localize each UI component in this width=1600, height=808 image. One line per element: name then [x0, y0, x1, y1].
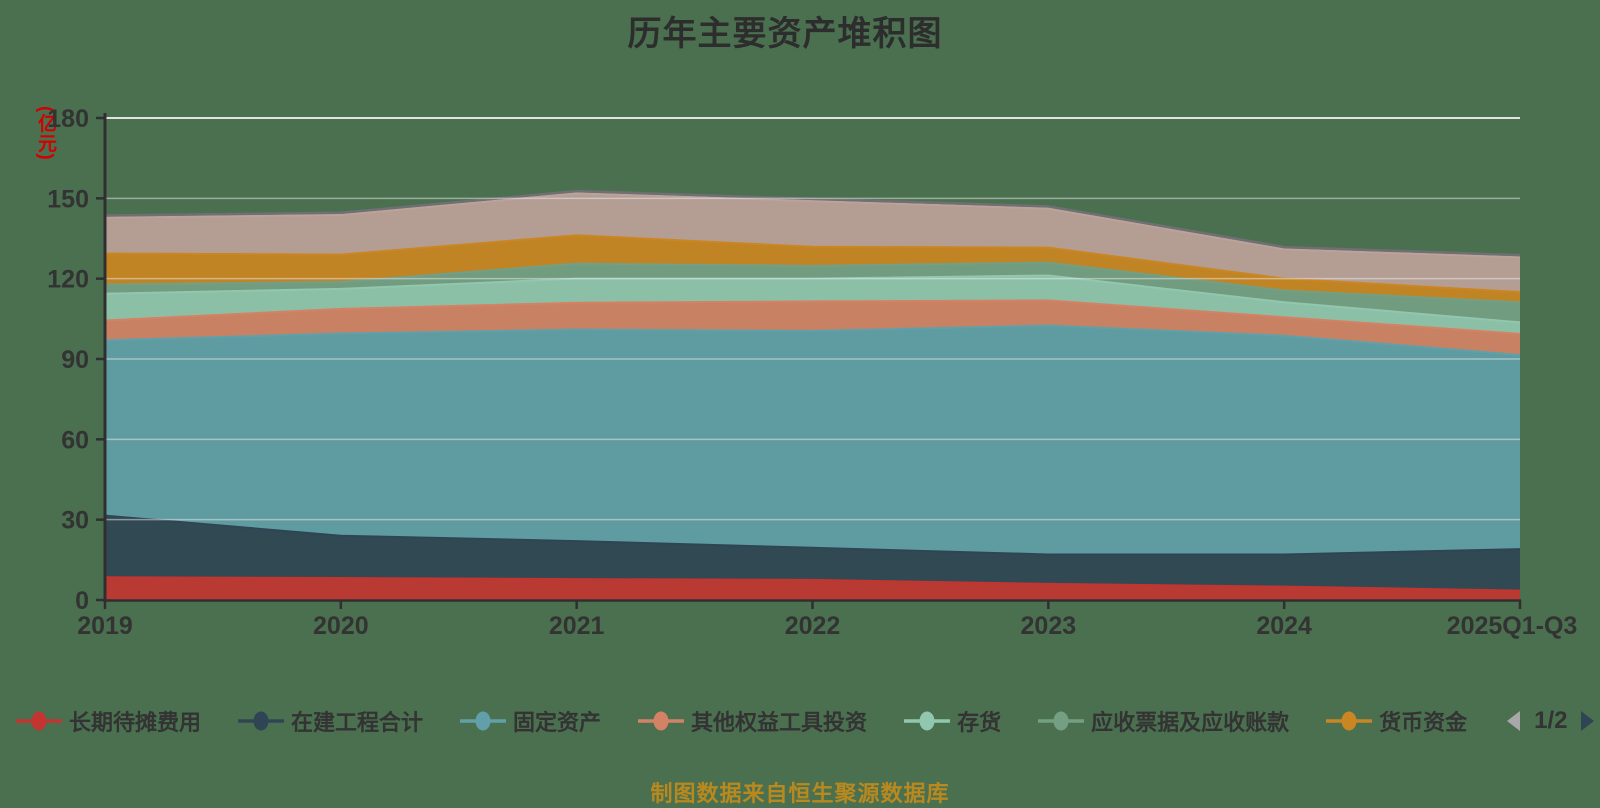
- area-series-line-1: [104, 514, 1521, 556]
- legend-marker-icon: [16, 711, 62, 731]
- y-tick-label: 0: [75, 587, 89, 615]
- area-series-0: [105, 577, 1520, 600]
- x-tick-label: 2020: [313, 612, 369, 640]
- legend-item-label: 应收票据及应收账款: [1091, 710, 1290, 735]
- source-note: 制图数据来自恒生聚源数据库: [650, 781, 950, 806]
- legend-pager: 1/2: [1504, 707, 1597, 735]
- legend-item-label: 长期待摊费用: [69, 710, 202, 735]
- chart-title: 历年主要资产堆积图: [627, 15, 943, 53]
- legend-item-label: 货币资金: [1379, 710, 1468, 735]
- legend-item-1[interactable]: 在建工程合计: [238, 705, 423, 737]
- area-series-line-7: [104, 192, 1521, 259]
- area-series-3: [105, 300, 1520, 355]
- area-series-7: [105, 193, 1520, 293]
- legend-bar: 长期待摊费用 在建工程合计 固定资产 其他权益工具投资 存货 应收票据及应收账款 货币资金 …: [16, 700, 1595, 742]
- legend-marker-icon: [1038, 711, 1085, 731]
- x-tick-label: 2024: [1256, 612, 1312, 640]
- area-series-6: [105, 235, 1520, 303]
- area-series-line-2: [104, 324, 1521, 356]
- legend-marker-icon: [460, 711, 507, 731]
- legend-item-3[interactable]: 其他权益工具投资: [638, 705, 867, 737]
- legend-page-indicator: 1/2: [1534, 707, 1568, 734]
- x-tick-label: 2025Q1-Q3: [1447, 612, 1578, 640]
- legend-next-arrow-icon[interactable]: [1579, 709, 1597, 733]
- legend-item-label: 在建工程合计: [291, 710, 424, 735]
- y-tick-label: 120: [47, 266, 89, 294]
- x-tick-label: 2023: [1021, 612, 1077, 640]
- legend-marker-icon: [638, 711, 685, 731]
- legend-item-6[interactable]: 货币资金: [1326, 705, 1467, 737]
- x-tick-label: 2019: [77, 612, 133, 640]
- legend-prev-arrow-icon[interactable]: [1504, 709, 1522, 733]
- legend-item-5[interactable]: 应收票据及应收账款: [1038, 705, 1289, 737]
- legend-marker-icon: [238, 711, 285, 731]
- area-series-line-5: [104, 261, 1521, 304]
- legend-item-0[interactable]: 长期待摊费用: [16, 705, 201, 737]
- x-tick-label: 2022: [785, 612, 841, 640]
- legend-item-label: 固定资产: [513, 710, 602, 735]
- area-series-line-3: [104, 299, 1521, 335]
- area-series-line-0: [104, 576, 1521, 592]
- area-series-4: [105, 275, 1520, 334]
- y-tick-label: 60: [61, 426, 89, 454]
- legend-item-4[interactable]: 存货: [904, 705, 1001, 737]
- y-tick-label: 180: [47, 105, 89, 133]
- legend-items: 长期待摊费用 在建工程合计 固定资产 其他权益工具投资 存货 应收票据及应收账款 货币资金: [16, 705, 1467, 737]
- y-tick-label: 150: [47, 185, 89, 213]
- legend-item-2[interactable]: 固定资产: [460, 705, 601, 737]
- y-tick-label: 30: [61, 507, 89, 535]
- y-tick-label: 90: [61, 346, 89, 374]
- legend-item-label: 其他权益工具投资: [691, 710, 868, 735]
- x-tick-label: 2021: [549, 612, 605, 640]
- legend-marker-icon: [1326, 711, 1373, 731]
- legend-item-label: 存货: [957, 710, 1002, 735]
- y-axis-unit-label: (亿元): [35, 106, 56, 161]
- area-series-1: [105, 515, 1520, 591]
- legend-marker-icon: [904, 711, 951, 731]
